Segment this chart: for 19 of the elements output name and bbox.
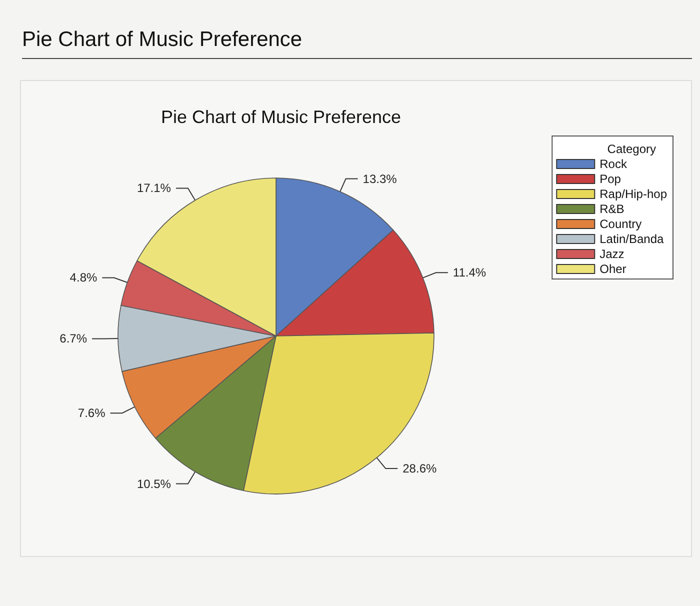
legend-label: Pop [600, 172, 622, 186]
chart-title: Pie Chart of Music Preference [22, 28, 692, 59]
legend-label: Rock [600, 157, 628, 171]
data-label: 6.7% [60, 332, 88, 346]
data-label: 10.5% [136, 476, 172, 491]
data-label: 28.6% [402, 462, 437, 476]
data-label: 4.8% [70, 270, 98, 285]
legend-label: R&B [600, 202, 624, 216]
legend-label: Latin/Banda [600, 232, 664, 246]
legend-label: Oher [600, 262, 626, 276]
legend-label: Rap/Hip-hop [600, 187, 668, 201]
data-label: 11.4% [452, 266, 486, 280]
legend-label: Jazz [600, 247, 624, 261]
legend-label: Country [600, 217, 642, 231]
data-label: 7.6% [78, 406, 106, 420]
chart-subtitle: Pie Chart of Music Preference [160, 107, 402, 127]
legend-title: Category [607, 142, 656, 156]
data-label: 13.3% [362, 172, 398, 186]
data-label: 17.1% [136, 181, 172, 196]
